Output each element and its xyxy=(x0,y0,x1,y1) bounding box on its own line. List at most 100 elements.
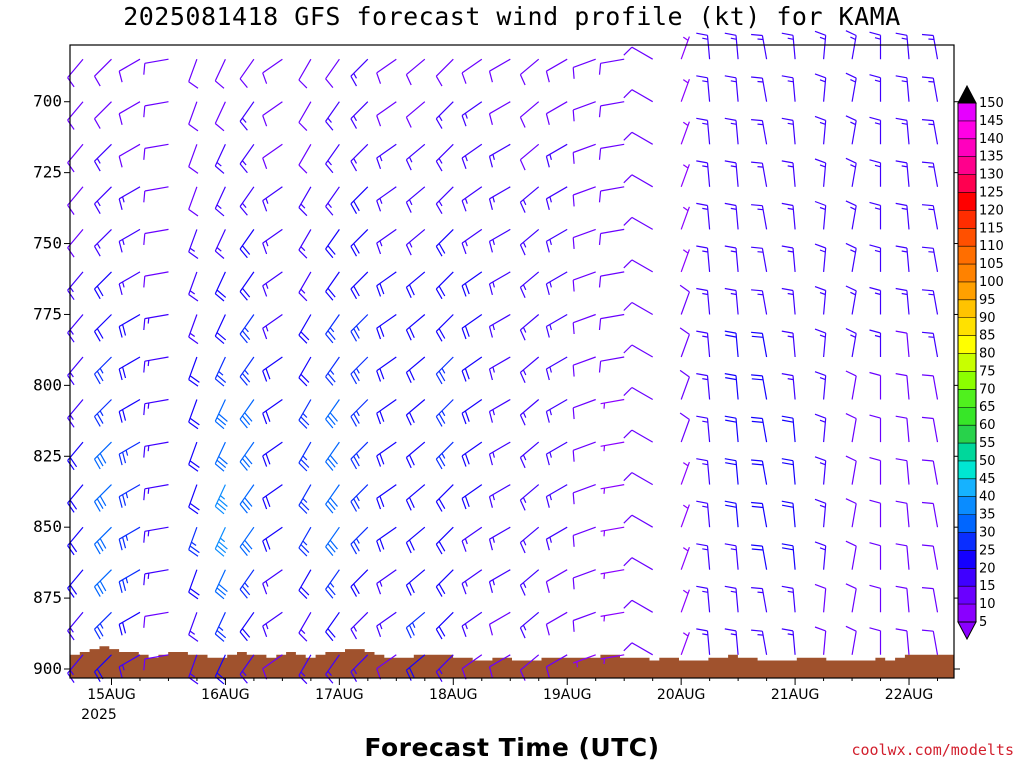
wind-barb-stroke xyxy=(724,500,739,528)
wind-barb-stroke xyxy=(845,200,857,230)
wind-barb xyxy=(461,441,483,467)
wind-barb-stroke xyxy=(325,229,340,259)
wind-barb xyxy=(239,314,255,344)
wind-barb xyxy=(814,328,827,358)
wind-barb xyxy=(239,399,255,429)
wind-barb-stroke xyxy=(188,612,199,642)
wind-barb xyxy=(262,143,283,170)
wind-barb-stroke xyxy=(325,399,340,429)
wind-barb-stroke xyxy=(93,228,112,257)
wind-barb-stroke xyxy=(623,216,653,230)
wind-barb xyxy=(545,313,568,338)
wind-barb xyxy=(781,415,796,443)
wind-barb-stroke xyxy=(545,611,568,636)
wind-barb-stroke xyxy=(376,356,397,382)
wind-barb xyxy=(461,356,483,382)
wind-barb-stroke xyxy=(545,143,568,168)
wind-barb-stroke xyxy=(895,415,910,443)
wind-barb xyxy=(545,356,568,381)
colorbar-label: 90 xyxy=(979,311,996,326)
wind-barb-stroke xyxy=(461,228,483,255)
wind-barb-stroke xyxy=(435,611,454,640)
wind-barb-stroke xyxy=(435,101,454,129)
wind-barb xyxy=(600,654,625,665)
wind-barb xyxy=(600,441,625,452)
colorbar-label: 115 xyxy=(979,221,1004,236)
wind-barb xyxy=(845,498,857,528)
wind-barb xyxy=(869,159,882,187)
wind-barb xyxy=(751,33,768,60)
y-axis-ticks: 700 725 750 775 800 825 850 875 900 xyxy=(33,92,960,678)
wind-barb-stroke xyxy=(298,526,312,557)
y-tick-label: 750 xyxy=(33,234,62,253)
wind-barb xyxy=(118,143,141,168)
wind-barb-stroke xyxy=(239,101,255,131)
wind-barb-stroke xyxy=(519,441,540,469)
wind-barb xyxy=(262,484,283,510)
wind-barb-stroke xyxy=(724,32,739,60)
wind-barb xyxy=(724,160,739,187)
wind-barb xyxy=(519,314,540,341)
wind-barb xyxy=(461,58,483,84)
wind-barb-stroke xyxy=(325,186,340,216)
wind-barb xyxy=(325,186,340,216)
wind-barb-stroke xyxy=(751,161,768,187)
wind-barb-stroke xyxy=(921,416,939,443)
wind-barb-stroke xyxy=(350,228,369,257)
wind-barb xyxy=(696,500,711,528)
wind-barb xyxy=(845,583,857,613)
wind-barb-stroke xyxy=(405,654,426,681)
wind-barb-stroke xyxy=(435,58,454,87)
wind-barb xyxy=(921,587,939,613)
wind-barb xyxy=(680,78,690,102)
wind-barb xyxy=(435,143,454,172)
wind-barb-stroke xyxy=(488,526,511,551)
wind-barb-stroke xyxy=(696,160,711,187)
wind-barb xyxy=(921,161,939,187)
wind-barb-stroke xyxy=(461,101,483,127)
wind-barb xyxy=(751,331,768,358)
wind-barb-stroke xyxy=(623,472,653,486)
wind-barb-stroke xyxy=(814,328,827,358)
wind-barb xyxy=(488,398,511,423)
wind-barb xyxy=(298,101,312,132)
wind-barb-stroke xyxy=(545,526,568,551)
wind-barb-stroke xyxy=(298,229,312,259)
wind-barb-stroke xyxy=(405,399,426,426)
wind-barb-stroke xyxy=(188,58,199,89)
wind-barb-stroke xyxy=(143,569,169,586)
wind-barb-stroke xyxy=(350,143,369,172)
wind-barb-stroke xyxy=(118,271,141,296)
wind-barb xyxy=(724,287,739,315)
wind-barb-stroke xyxy=(519,228,540,256)
wind-barb-stroke xyxy=(298,356,312,387)
wind-barb xyxy=(869,329,882,357)
wind-barb xyxy=(435,441,454,470)
wind-barb-stroke xyxy=(572,398,596,420)
wind-barb xyxy=(600,526,625,537)
wind-barb-stroke xyxy=(143,654,169,671)
colorbar-swatch xyxy=(958,460,976,479)
wind-barb-stroke xyxy=(325,314,340,344)
wind-barb xyxy=(623,174,653,188)
wind-barb-stroke xyxy=(600,441,625,452)
wind-barb xyxy=(405,526,426,554)
wind-barb xyxy=(262,228,283,255)
wind-barb xyxy=(572,526,596,547)
colorbar: 5 10 15 20 25 30 35 40 45 50 55 60 65 70 75 80 85 90 95 100… xyxy=(957,84,1004,641)
wind-barb xyxy=(814,200,827,230)
wind-barb-stroke xyxy=(376,143,397,169)
wind-barb xyxy=(519,101,540,128)
wind-barb-stroke xyxy=(118,58,141,83)
wind-barb xyxy=(262,58,283,84)
wind-barb-stroke xyxy=(814,115,827,145)
wind-barb xyxy=(623,557,653,571)
wind-barb-stroke xyxy=(572,526,596,547)
wind-barb xyxy=(376,101,397,127)
wind-barb-stroke xyxy=(895,373,910,400)
colorbar-swatch xyxy=(958,550,976,569)
plot-frame xyxy=(69,44,955,679)
wind-barb-stroke xyxy=(405,484,426,511)
wind-barb xyxy=(623,344,653,358)
wind-barb-stroke xyxy=(262,569,283,595)
